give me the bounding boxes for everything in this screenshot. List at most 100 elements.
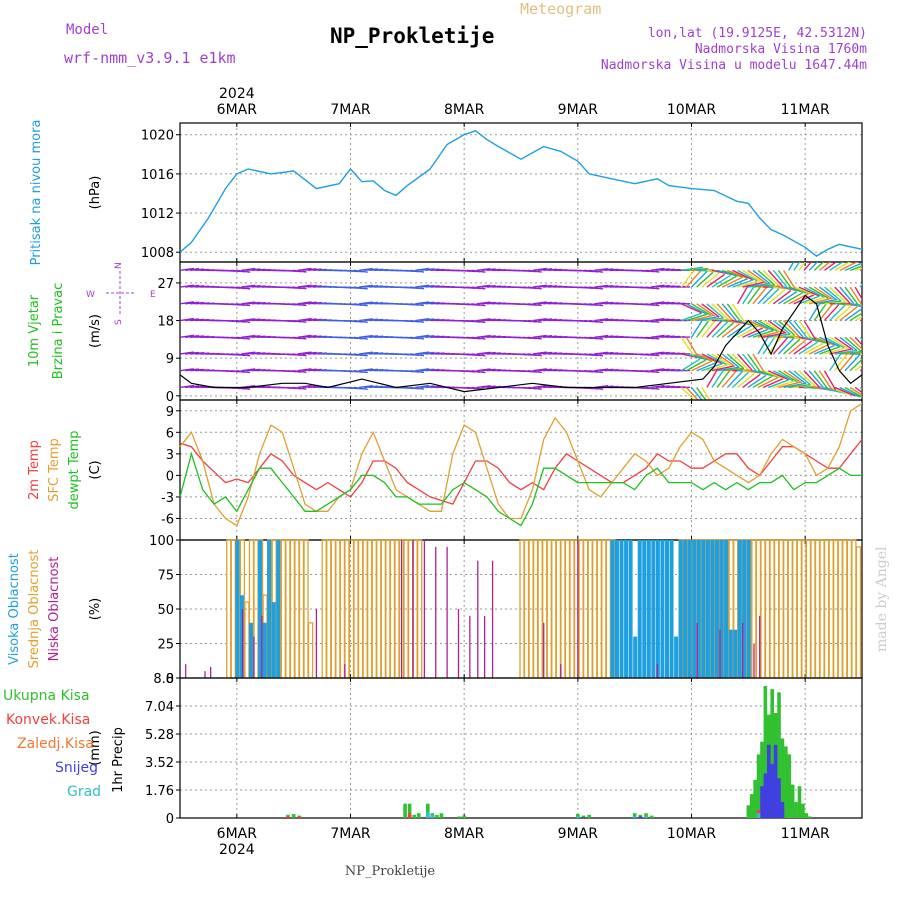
y-tick-label: 0 [166, 390, 174, 405]
wind-barb [589, 286, 604, 290]
precip-legend-item: Snijeg [55, 760, 98, 776]
wind-barb [737, 372, 755, 388]
wind-barb [803, 286, 824, 298]
wind-barb [839, 262, 859, 271]
precip-bar-snijeg [581, 817, 586, 818]
wind-barb [757, 319, 778, 332]
cloud-bar-mid [335, 539, 341, 679]
wind-barb [747, 319, 769, 330]
wind-barb [650, 368, 665, 372]
wind-barb [762, 332, 785, 338]
cloud-bar-high [633, 636, 638, 678]
wind-barb [834, 352, 849, 372]
wind-barb [716, 369, 731, 388]
pressure-panel: 1008 1012 1016 1020 (hPa) Pritisak na nivou m… [29, 86, 863, 265]
precip-bar-snijeg [773, 744, 778, 818]
cloud-bar-mid [846, 539, 853, 679]
wind-barb [783, 292, 803, 305]
wind-barb [737, 269, 758, 282]
wind-barb [532, 368, 547, 372]
wind-barb [706, 320, 723, 338]
y-unit-label: (hPa) [88, 176, 103, 210]
wind-barb [297, 384, 312, 389]
top-date-label: 11MAR [781, 102, 830, 118]
cloud-bar-high [642, 540, 647, 678]
wind-barb [527, 319, 542, 323]
cloud-bar-mid [330, 539, 336, 679]
wind-barb [742, 373, 761, 389]
wind-barb [701, 362, 723, 372]
cloud-bar-mid [819, 539, 825, 679]
precip-bar-ukupnakisa [790, 784, 795, 818]
top-date-label: 7MAR [330, 102, 371, 118]
precip-bar-ukupnakisa [632, 813, 637, 818]
wind-barb [747, 269, 767, 284]
precip-bar-ukupnakisa [753, 779, 757, 818]
precip-bar-ukupnakisa [286, 814, 290, 818]
wind-barb [722, 367, 745, 372]
wind-barb [829, 348, 852, 355]
wind-barb [854, 336, 862, 346]
wind-barb [839, 353, 855, 372]
wind-barb [589, 336, 604, 340]
wind-barb [818, 302, 834, 321]
wind-barb [732, 269, 753, 281]
compass-east: E [150, 290, 156, 300]
wind-barb [844, 307, 862, 322]
wind-barb [415, 301, 430, 305]
precip-bar-konvekkisa [286, 816, 290, 818]
wind-barb [706, 364, 729, 372]
wind-barb [777, 269, 792, 289]
cloud-bar-mid [367, 539, 373, 679]
precip-bar-ukupnakisa [649, 815, 654, 818]
wind-barb [532, 267, 547, 272]
cloud-bar-high [742, 540, 747, 678]
wind-barb [860, 269, 862, 272]
y-tick-label: 75 [157, 569, 174, 584]
wind-barb [752, 375, 773, 389]
cloud-bar-high [724, 540, 729, 678]
wind-barb [690, 387, 703, 400]
wind-barb [834, 386, 856, 397]
precip-bar-ukupnakisa [804, 813, 809, 818]
bottom-date-label: 10MAR [667, 826, 716, 842]
wind-barb [824, 336, 845, 349]
wind-barb [824, 286, 842, 302]
wind-barb [686, 267, 709, 272]
wind-barb [645, 353, 660, 357]
wind-barb [410, 336, 425, 340]
precip-legend-item: Ukupna Kisa [3, 688, 90, 704]
wind-barb [854, 364, 862, 372]
cloud-bar-mid [842, 539, 848, 679]
precip-bar-snijeg [760, 786, 764, 818]
cloud-bar-high [733, 629, 738, 678]
wind-barb [854, 267, 862, 272]
y-unit-label: (m/s) [88, 314, 103, 348]
precip-bar-ukupnakisa [644, 813, 648, 818]
cloud-bar-mid [814, 539, 821, 679]
wind-barb [737, 326, 758, 338]
precip-bar-ukupnakisa [435, 814, 439, 818]
y-tick-label: 8.8 [153, 672, 174, 687]
precip-panel: 0 1.76 3.52 5.28 7.04 8.8 (mm) Ukupna Kisa Konve… [3, 672, 863, 858]
top-date-label: 9MAR [558, 102, 599, 118]
cloud-bar-high [262, 622, 267, 678]
wind-barb [292, 386, 307, 390]
cloud-bar-mid [326, 539, 332, 679]
wind-barb [292, 303, 307, 307]
wind-barb [731, 371, 749, 388]
cloud-bar-mid [605, 539, 612, 679]
wind-barb [471, 353, 486, 357]
wind-barb [650, 267, 665, 272]
wind-barb [757, 370, 780, 378]
wind-barb [757, 376, 778, 389]
temp-line-2m [179, 439, 863, 505]
wind-barb [236, 336, 251, 340]
y-unit-label: (%) [88, 598, 103, 621]
precip-bar-snijeg [770, 763, 775, 818]
wind-barb [415, 317, 430, 322]
cloud-bar-mid [371, 539, 377, 679]
wind-barb [793, 340, 813, 355]
wind-barb [782, 269, 796, 290]
wind-barb [650, 284, 665, 288]
